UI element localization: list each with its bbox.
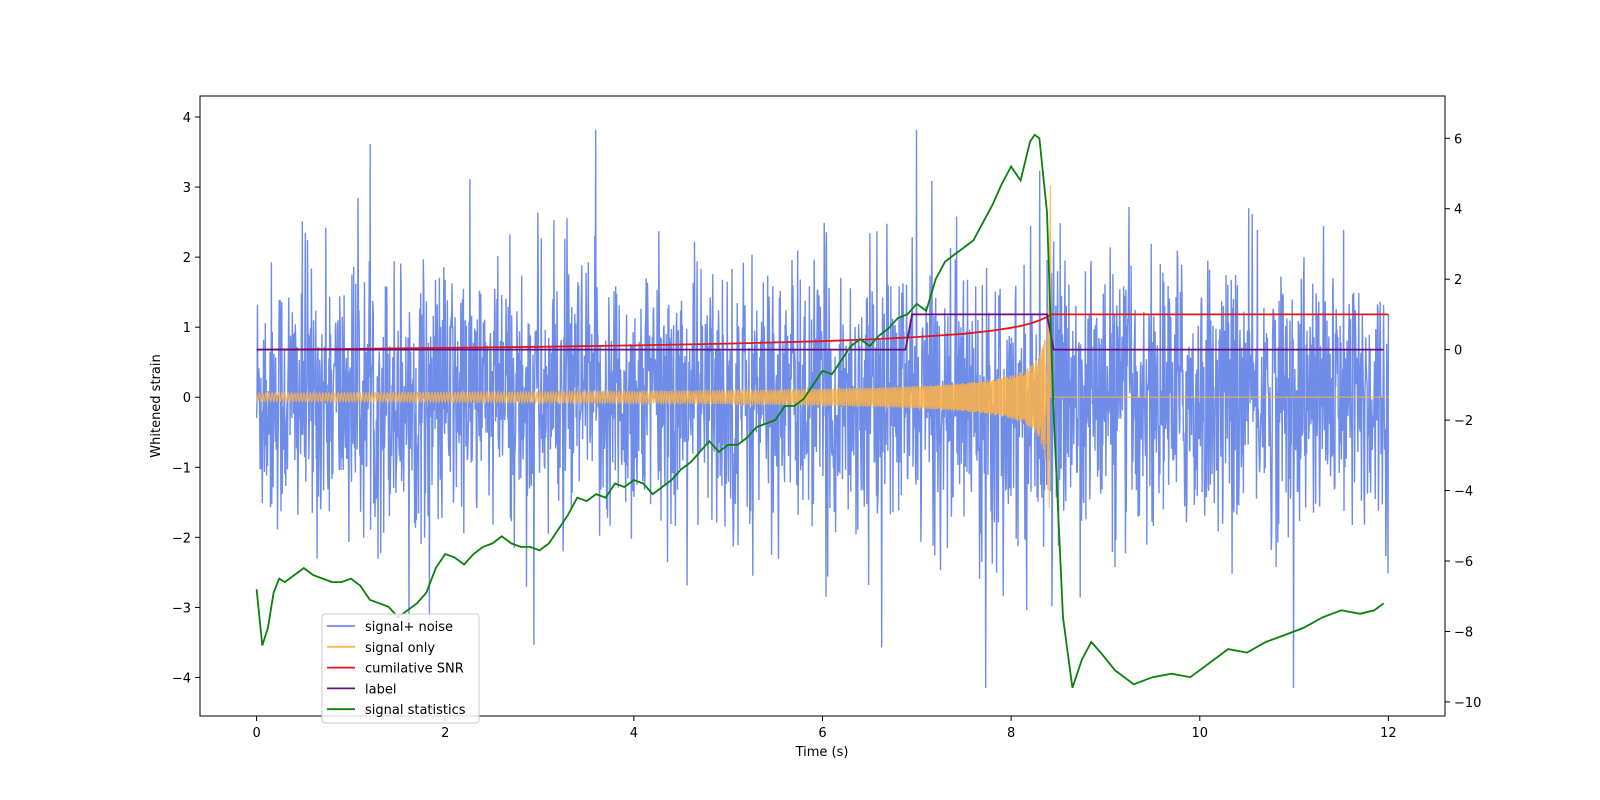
series-label bbox=[256, 313, 1384, 351]
series-cumulative-snr bbox=[256, 313, 1389, 351]
x-tick-label: 4 bbox=[630, 726, 638, 741]
y-axis-left: −4 −3 −2 −1 0 1 2 3 4 bbox=[172, 111, 200, 686]
series-signal-statistics bbox=[255, 133, 1385, 689]
y2-tick-label: 6 bbox=[1454, 132, 1462, 147]
legend-label-label: label bbox=[365, 682, 396, 697]
y2-tick-label: 2 bbox=[1454, 273, 1462, 288]
y2-tick-label: 4 bbox=[1454, 203, 1462, 218]
x-tick-label: 10 bbox=[1191, 726, 1208, 741]
legend: signal+ noise signal only cumilative SNR la… bbox=[321, 613, 480, 724]
y-tick-label: 3 bbox=[183, 181, 191, 196]
x-tick-label: 2 bbox=[441, 726, 449, 741]
series-signal-noise bbox=[255, 129, 1390, 689]
y-tick-label: −2 bbox=[172, 531, 191, 546]
y-tick-label: 1 bbox=[183, 321, 191, 336]
y-tick-label: 4 bbox=[183, 111, 191, 126]
y-tick-label: −4 bbox=[172, 671, 191, 686]
y2-tick-label: −2 bbox=[1454, 414, 1473, 429]
series-layer bbox=[255, 129, 1390, 689]
y-axis-right: −10 −8 −6 −4 −2 0 2 4 6 bbox=[1445, 132, 1481, 711]
legend-box bbox=[321, 613, 480, 724]
y-tick-label: −1 bbox=[172, 461, 191, 476]
y2-tick-label: −10 bbox=[1454, 696, 1481, 711]
y2-tick-label: −4 bbox=[1454, 485, 1473, 500]
y2-tick-label: −6 bbox=[1454, 555, 1473, 570]
legend-label-signal-noise: signal+ noise bbox=[365, 620, 453, 635]
y-tick-label: 0 bbox=[183, 391, 191, 406]
y2-tick-label: 0 bbox=[1454, 344, 1462, 359]
x-tick-label: 12 bbox=[1380, 726, 1397, 741]
y2-tick-label: −8 bbox=[1454, 625, 1473, 640]
legend-label-signal-only: signal only bbox=[365, 641, 435, 656]
y-tick-label: −3 bbox=[172, 601, 191, 616]
x-tick-label: 0 bbox=[252, 726, 260, 741]
x-tick-label: 6 bbox=[818, 726, 826, 741]
legend-label-signal-statistics: signal statistics bbox=[365, 703, 466, 718]
y-tick-label: 2 bbox=[183, 251, 191, 266]
series-signal-only bbox=[256, 185, 1389, 509]
legend-label-cumilative-snr: cumilative SNR bbox=[365, 662, 464, 677]
x-tick-label: 8 bbox=[1007, 726, 1015, 741]
plot-area bbox=[199, 95, 1446, 717]
x-axis-label: Time (s) bbox=[795, 745, 849, 760]
y-axis-label: Whitened strain bbox=[149, 354, 164, 457]
